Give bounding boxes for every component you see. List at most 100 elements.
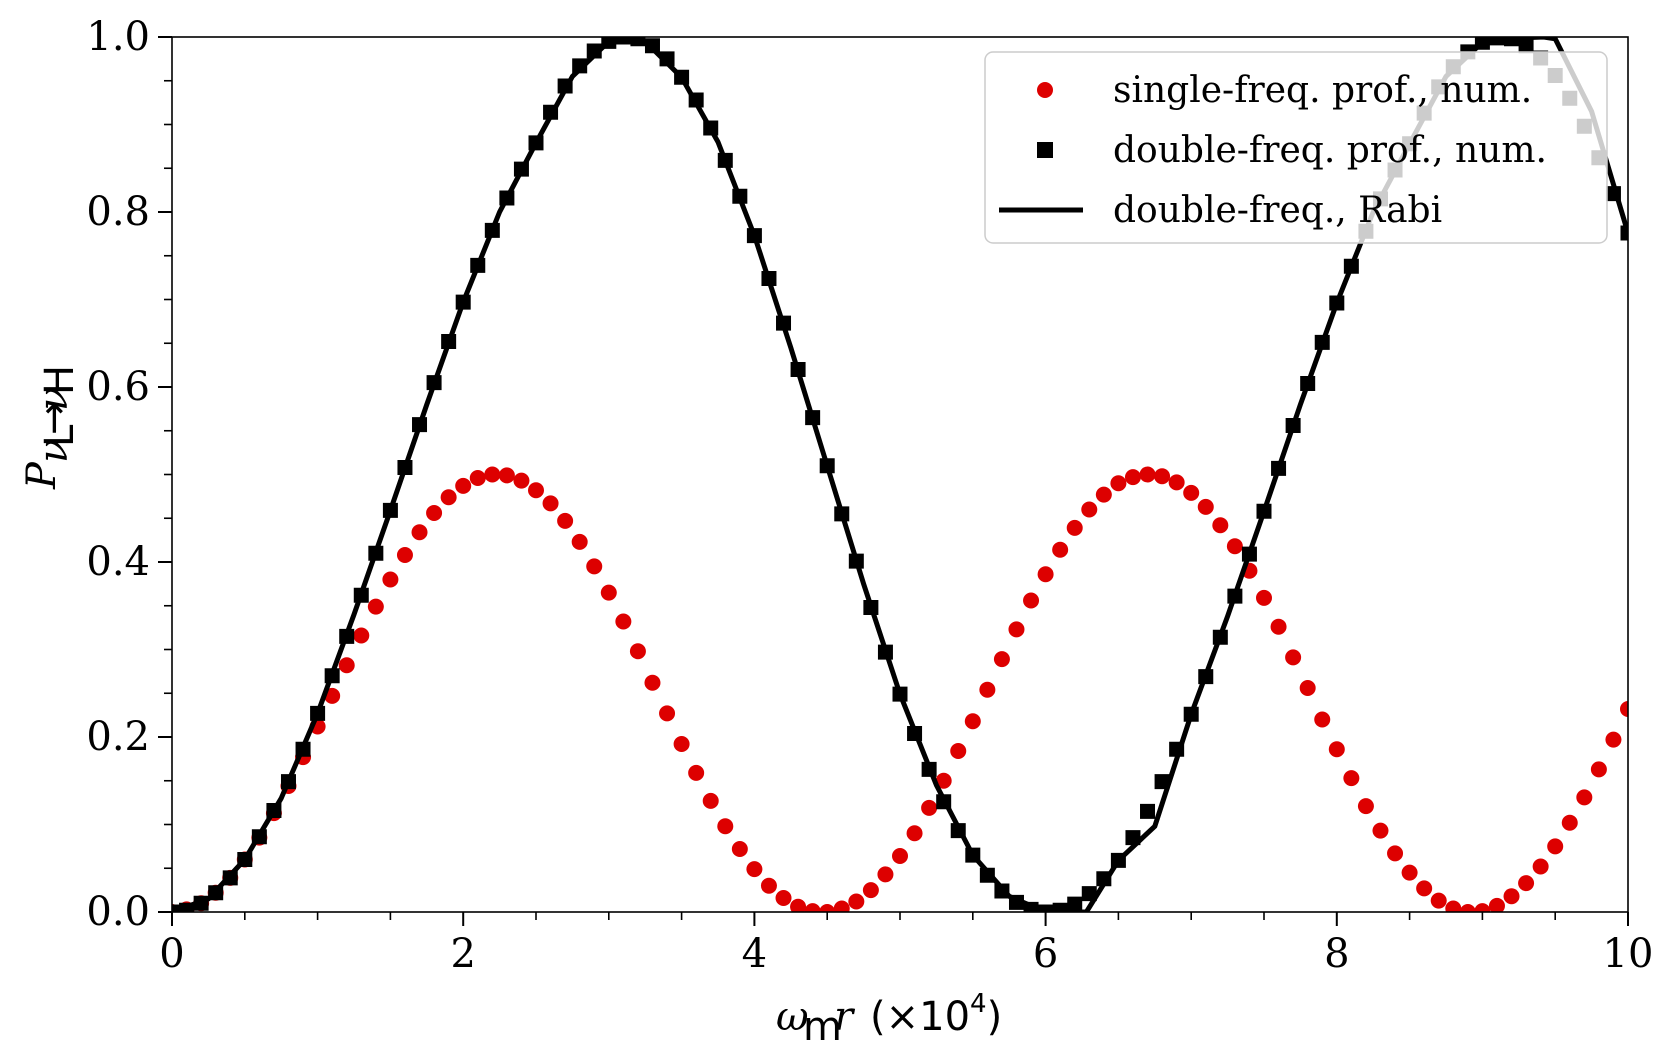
svg-text:m: m — [803, 1004, 842, 1050]
single-freq-point — [1590, 761, 1607, 778]
svg-text:L: L — [37, 424, 83, 447]
single-freq-point — [367, 598, 384, 615]
single-freq-point — [484, 466, 501, 483]
single-freq-point — [1139, 466, 1156, 483]
single-freq-point — [1518, 875, 1535, 892]
single-freq-point — [1620, 701, 1628, 717]
single-freq-point — [760, 877, 777, 894]
x-tick-label: 2 — [450, 931, 475, 977]
legend: single-freq. prof., num. double-freq. pro… — [984, 51, 1608, 244]
single-freq-point — [557, 512, 574, 529]
x-unit-exponent: 4 — [970, 989, 987, 1019]
single-freq-point — [586, 558, 603, 575]
single-freq-point — [571, 533, 588, 550]
single-freq-point — [1488, 897, 1505, 912]
single-freq-point — [964, 713, 981, 730]
single-freq-point — [1270, 618, 1287, 635]
single-freq-point — [1532, 858, 1549, 875]
single-freq-point — [1037, 566, 1054, 583]
double-freq-point — [1620, 225, 1628, 241]
svg-text:r: r — [834, 994, 856, 1040]
single-freq-point — [702, 792, 719, 809]
single-freq-point — [455, 477, 472, 494]
legend-marker-circle — [1037, 82, 1053, 98]
y-tick-label: 0.4 — [86, 539, 150, 585]
single-freq-point — [979, 681, 996, 698]
single-freq-point — [644, 674, 661, 691]
x-tick-label: 10 — [1603, 931, 1654, 977]
single-freq-point — [1547, 838, 1564, 855]
single-freq-point — [819, 904, 836, 912]
x-tick-label: 6 — [1033, 931, 1058, 977]
single-freq-point — [1008, 621, 1025, 638]
svg-text:ν: ν — [31, 439, 77, 463]
single-freq-point — [1445, 900, 1462, 912]
single-freq-point — [1416, 880, 1433, 897]
legend-label: double-freq. prof., num. — [1113, 130, 1547, 171]
single-freq-point — [1343, 770, 1360, 787]
legend-box — [984, 51, 1608, 244]
x-axis: 0 2 4 6 8 10 — [159, 912, 1653, 977]
single-freq-point — [353, 627, 370, 644]
legend-marker-square — [1037, 142, 1053, 158]
single-freq-point — [775, 890, 792, 906]
single-freq-point — [396, 547, 413, 563]
single-freq-point — [1299, 680, 1316, 696]
single-freq-point — [1503, 888, 1520, 905]
double-freq-point — [1067, 896, 1083, 912]
single-freq-point — [1110, 475, 1127, 492]
single-freq-point — [1357, 798, 1374, 815]
double-freq-point — [1038, 904, 1054, 912]
single-freq-point — [1459, 904, 1476, 912]
svg-text:ω: ω — [776, 994, 809, 1040]
double-freq-point — [1140, 803, 1156, 819]
single-freq-point — [833, 900, 850, 912]
y-tick-label: 0.0 — [86, 889, 150, 935]
single-freq-point — [877, 866, 894, 883]
single-freq-point — [469, 470, 486, 486]
single-freq-point — [542, 495, 559, 512]
legend-label: single-freq. prof., num. — [1113, 70, 1532, 111]
single-freq-point — [935, 772, 952, 789]
single-freq-point — [1212, 517, 1229, 534]
x-unit-multiplier: ×10 — [886, 994, 970, 1040]
single-freq-point — [950, 743, 967, 759]
single-freq-point — [1124, 469, 1141, 486]
single-freq-point — [513, 472, 530, 489]
svg-text:H: H — [37, 365, 83, 395]
single-freq-point — [411, 524, 428, 541]
single-freq-point — [993, 651, 1010, 668]
x-tick-label: 4 — [742, 931, 767, 977]
single-freq-point — [1372, 822, 1389, 839]
svg-text:(×104): (×104) — [870, 989, 1002, 1040]
single-freq-point — [1023, 592, 1040, 609]
single-freq-point — [1285, 649, 1302, 666]
single-freq-point — [1314, 711, 1331, 728]
single-freq-point — [688, 764, 705, 781]
single-freq-point — [1430, 892, 1447, 909]
single-freq-point — [1183, 484, 1200, 501]
single-freq-point — [528, 482, 544, 499]
single-freq-point — [1328, 741, 1345, 758]
single-freq-point — [615, 613, 632, 630]
y-axis-label: P ν L → ν H — [19, 365, 83, 490]
single-freq-point — [1154, 468, 1171, 485]
double-freq-point — [1504, 37, 1520, 47]
single-freq-point — [498, 467, 515, 484]
single-freq-point — [746, 861, 763, 878]
single-freq-point — [600, 584, 617, 601]
single-freq-point — [659, 705, 676, 722]
single-freq-point — [1401, 864, 1418, 881]
single-freq-point — [673, 736, 690, 752]
single-freq-point — [1226, 538, 1243, 555]
y-tick-label: 0.8 — [86, 189, 150, 235]
single-freq-point — [717, 818, 734, 835]
single-freq-point — [1256, 589, 1272, 606]
single-freq-point — [1168, 474, 1185, 491]
single-freq-point — [862, 882, 879, 899]
single-freq-point — [1561, 814, 1578, 831]
double-freq-point — [1518, 38, 1534, 54]
y-tick-label: 1.0 — [86, 14, 150, 60]
single-freq-point — [906, 825, 923, 842]
